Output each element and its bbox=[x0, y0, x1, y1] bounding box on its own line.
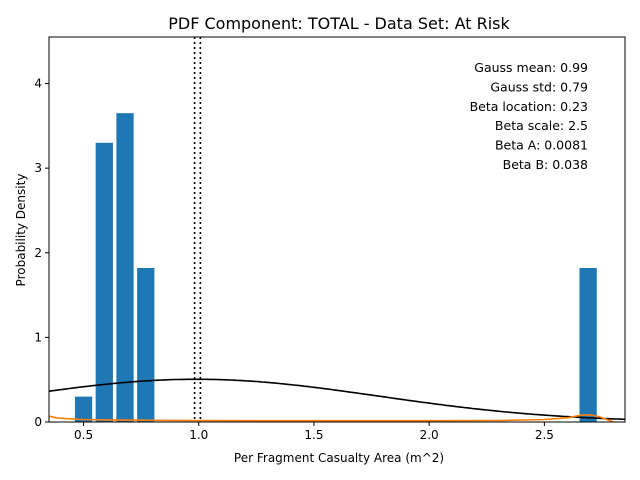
x-axis-label: Per Fragment Casualty Area (m^2) bbox=[234, 451, 444, 465]
y-tick-label: 4 bbox=[34, 77, 42, 91]
x-tick-label: 0.5 bbox=[74, 428, 93, 442]
annotation-line: Beta scale: 2.5 bbox=[495, 118, 588, 133]
y-tick-label: 2 bbox=[34, 246, 42, 260]
y-tick-label: 3 bbox=[34, 161, 42, 175]
plot-frame bbox=[48, 36, 626, 423]
plot-area bbox=[48, 36, 626, 423]
beta-curve bbox=[49, 413, 614, 422]
parameter-annotations: Gauss mean: 0.99 Gauss std: 0.79 Beta loca… bbox=[470, 60, 588, 172]
y-tick-label: 0 bbox=[34, 415, 42, 429]
chart-title: PDF Component: TOTAL - Data Set: At Risk bbox=[168, 14, 510, 33]
annotation-line: Gauss std: 0.79 bbox=[490, 79, 588, 94]
y-tick-label: 1 bbox=[34, 330, 42, 344]
bar-5 bbox=[579, 268, 597, 422]
annotation-line: Beta location: 0.23 bbox=[470, 99, 588, 114]
bar-3 bbox=[116, 113, 134, 423]
x-tick-label: 2.5 bbox=[535, 428, 554, 442]
y-axis: 0 1 2 3 4 bbox=[34, 77, 49, 429]
bar-4 bbox=[137, 268, 155, 422]
y-axis-label: Probability Density bbox=[14, 174, 28, 287]
annotation-line: Beta A: 0.0081 bbox=[495, 138, 588, 153]
x-tick-label: 1.5 bbox=[304, 428, 323, 442]
bar-2 bbox=[95, 142, 113, 422]
annotation-line: Beta B: 0.038 bbox=[503, 157, 588, 172]
x-axis: 0.5 1.0 1.5 2.0 2.5 bbox=[74, 422, 554, 442]
annotation-line: Gauss mean: 0.99 bbox=[474, 60, 588, 75]
gauss-curve bbox=[49, 378, 625, 421]
x-tick-label: 2.0 bbox=[420, 428, 439, 442]
x-tick-label: 1.0 bbox=[189, 428, 208, 442]
bar-1 bbox=[74, 396, 93, 422]
